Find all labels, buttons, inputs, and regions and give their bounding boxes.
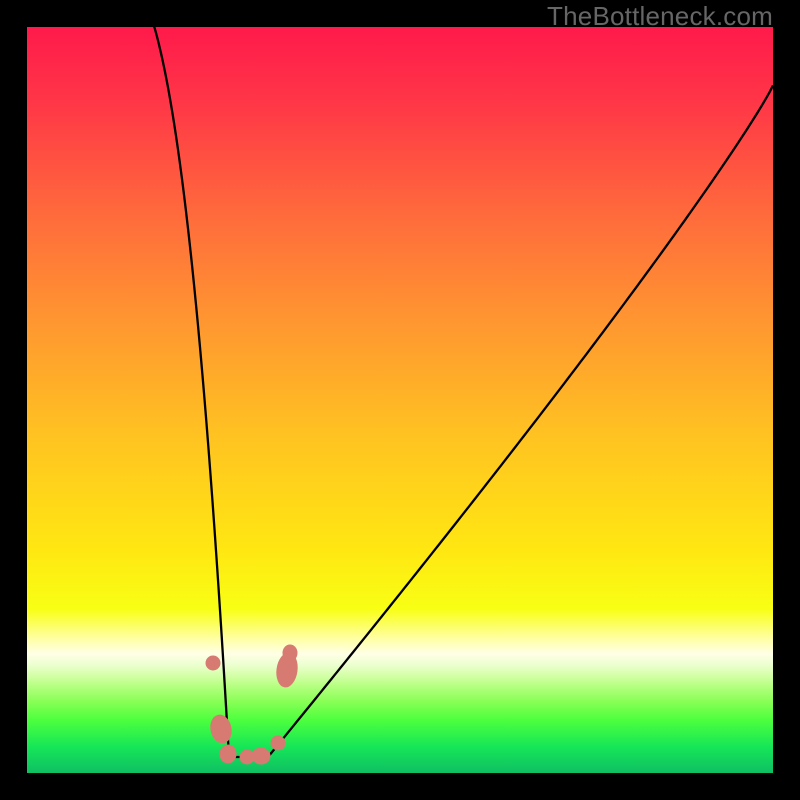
data-marker (206, 656, 220, 670)
plot-area (27, 27, 773, 773)
data-marker (208, 713, 233, 745)
bottleneck-curve (111, 27, 773, 757)
data-marker (283, 645, 297, 661)
data-marker (271, 736, 285, 750)
data-marker (220, 745, 236, 763)
data-marker (252, 748, 270, 764)
watermark-text: TheBottleneck.com (547, 1, 773, 32)
curve-overlay (27, 27, 773, 773)
